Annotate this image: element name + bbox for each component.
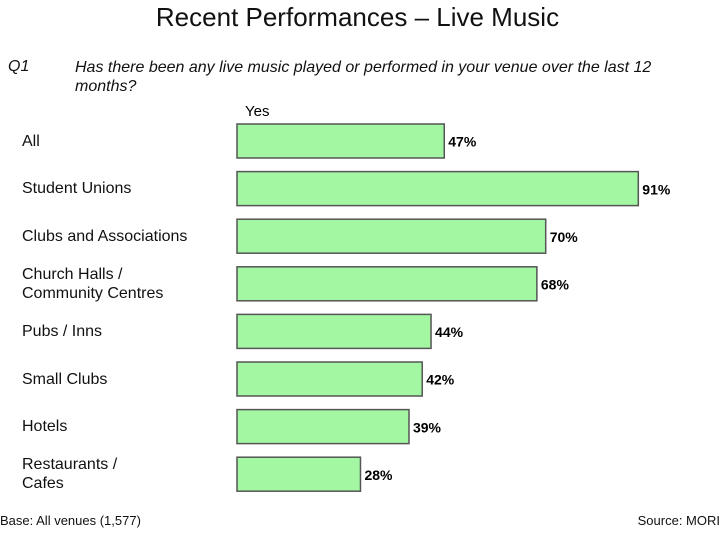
value-label: 39% [413, 419, 442, 435]
question: Has there been any live music played or … [75, 59, 652, 95]
value-label: 47% [448, 134, 477, 150]
category-label: Student Unions [22, 180, 132, 198]
category-label: Hotels [22, 418, 68, 436]
category-label: Pubs / Inns [22, 322, 103, 340]
category-label: Clubs and Associations [22, 227, 188, 245]
series-label: Yes [245, 103, 269, 120]
bar [236, 313, 432, 350]
value-label: 42% [426, 372, 455, 388]
category-label: Restaurants / Cafes [22, 456, 118, 493]
base-note: Base: All venues (1,577) [0, 513, 141, 528]
value-label: 91% [642, 181, 671, 197]
value-label: 44% [435, 324, 464, 340]
chart-title: Recent Performances – Live Music [155, 2, 560, 32]
bar [236, 361, 423, 397]
bar [236, 456, 362, 492]
question-label: Q1 [8, 58, 30, 75]
value-label: 28% [364, 467, 393, 483]
value-label: 68% [541, 277, 570, 293]
category-label: All [22, 132, 40, 150]
value-label: 70% [550, 229, 579, 245]
bar [236, 170, 640, 207]
category-label: Small Clubs [22, 370, 108, 388]
category-label: Church Halls / Community Centres [22, 265, 164, 302]
bar [236, 408, 410, 445]
bar [236, 218, 547, 254]
bar [236, 266, 538, 302]
source: Source: MORI [637, 513, 720, 528]
bar [236, 123, 446, 159]
